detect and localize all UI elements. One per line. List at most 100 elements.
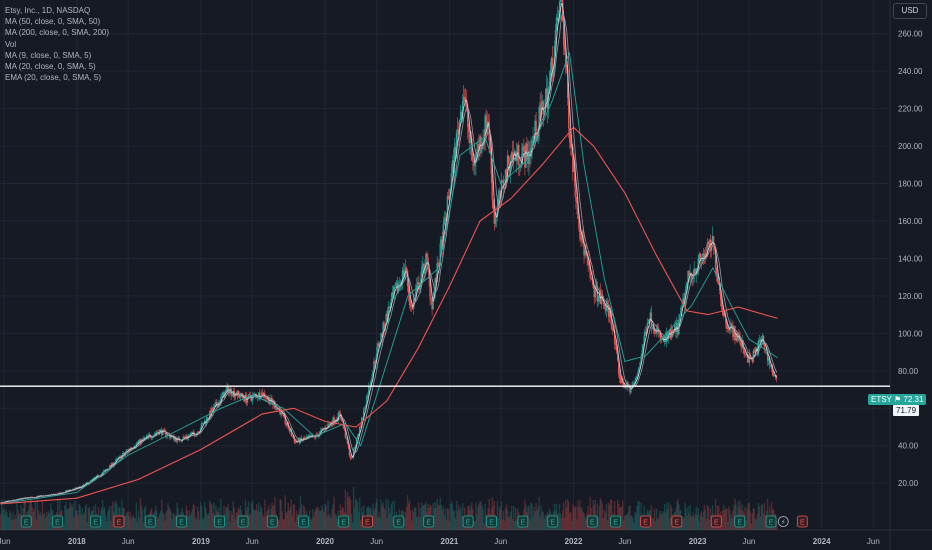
y-tick-label: 120.00 <box>898 292 923 301</box>
candle-body <box>499 190 502 197</box>
candle-body <box>567 69 569 98</box>
candle-body <box>541 101 543 105</box>
volume-bar <box>440 504 442 530</box>
earnings-event-icon[interactable]: E <box>462 515 474 528</box>
candle-body <box>597 296 600 302</box>
earnings-event-icon[interactable]: E <box>362 515 373 528</box>
volume-bar <box>569 513 571 530</box>
candle-body <box>720 290 722 301</box>
y-tick-label: 180.00 <box>898 180 923 189</box>
candle-body <box>654 332 657 334</box>
earnings-event-icon[interactable]: E <box>338 515 350 528</box>
volume-bar <box>534 511 536 530</box>
candle-body <box>452 160 455 173</box>
volume-bar <box>762 514 765 530</box>
candle-body <box>475 152 477 163</box>
earnings-event-icon[interactable]: E <box>266 515 278 528</box>
volume-bar <box>282 519 284 530</box>
candle-body <box>484 115 486 140</box>
candle-body <box>250 397 253 401</box>
candle-body <box>700 260 703 261</box>
earnings-event-icon[interactable]: E <box>671 515 683 528</box>
volume-bar <box>251 500 254 530</box>
earnings-event-icon[interactable]: E <box>547 515 559 528</box>
earnings-event-icon[interactable]: E <box>214 515 226 528</box>
indicator-vol[interactable]: Vol <box>5 39 17 49</box>
indicator-ma50[interactable]: MA (50, close, 0, SMA, 50) <box>5 17 101 27</box>
volume-bar <box>104 507 106 530</box>
earnings-event-icon[interactable]: E <box>765 515 777 528</box>
volume-bar <box>186 510 189 530</box>
earnings-event-icon[interactable]: E <box>710 515 722 528</box>
indicator-ema20[interactable]: EMA (20, close, 0, SMA, 5) <box>5 73 102 83</box>
earnings-event-icon[interactable]: E <box>423 515 435 528</box>
volume-bar <box>387 499 389 530</box>
volume-bar <box>722 509 724 530</box>
volume-bar <box>377 517 379 530</box>
volume-bar <box>404 511 407 530</box>
candle-body <box>378 343 380 347</box>
candle-body <box>487 121 489 122</box>
earnings-event-icon[interactable]: E <box>586 515 598 528</box>
volume-bar <box>589 496 591 530</box>
earnings-event-icon[interactable]: E <box>486 515 497 528</box>
earnings-event-icon[interactable]: E <box>298 515 309 528</box>
volume-bar <box>457 504 460 530</box>
candle-body <box>644 331 646 336</box>
earnings-event-icon[interactable]: E <box>734 515 746 528</box>
earnings-event-icon[interactable]: E <box>517 515 529 528</box>
candle-body <box>144 437 147 439</box>
candle-body <box>576 200 578 203</box>
candle-body <box>173 435 175 441</box>
volume-bar <box>86 522 89 530</box>
svg-text:E: E <box>737 520 742 527</box>
candle-body <box>95 475 98 478</box>
indicator-ma200[interactable]: MA (200, close, 0, SMA, 200) <box>5 28 110 38</box>
x-axis[interactable]: Jun 2018 Jun 2019 Jun 2020 Jun 2021 Jun 2022 Jun 20… <box>0 537 880 546</box>
volume-bar <box>279 498 281 530</box>
earnings-event-icon[interactable]: E <box>176 515 187 528</box>
candle-body <box>329 422 331 425</box>
candle-body <box>526 143 528 151</box>
earnings-event-icon[interactable]: E <box>393 515 405 528</box>
earnings-event-icon[interactable]: E <box>640 515 651 528</box>
volume-bar <box>315 509 317 530</box>
earnings-event-icon[interactable]: E <box>90 515 101 528</box>
volume-bar <box>691 515 693 530</box>
volume-bar <box>132 514 134 530</box>
earnings-event-icon[interactable]: E <box>610 515 622 528</box>
candle-body <box>231 395 233 397</box>
candle-body <box>453 146 456 173</box>
volume-bar <box>413 512 415 530</box>
volume-bar <box>728 506 730 530</box>
volume-bar <box>573 508 575 530</box>
volume-bar <box>662 511 665 530</box>
candle-body <box>753 350 756 353</box>
candle-body <box>217 405 219 407</box>
earnings-event-icon[interactable]: E <box>113 515 125 528</box>
earnings-event-icon[interactable]: E <box>144 515 156 528</box>
candle-body <box>265 397 267 399</box>
currency-button[interactable]: USD <box>893 3 927 19</box>
x-tick-label: Jun <box>618 537 631 546</box>
earnings-event-icon[interactable]: E <box>796 515 808 528</box>
volume-bar <box>445 519 448 530</box>
indicator-ma9[interactable]: MA (9, close, 0, SMA, 5) <box>5 50 92 60</box>
indicator-ma20[interactable]: MA (20, close, 0, SMA, 5) <box>5 62 96 72</box>
volume-bar <box>9 510 11 530</box>
lightning-icon[interactable]: ⚡ <box>777 516 789 527</box>
candle-body <box>410 306 413 308</box>
earnings-event-icon[interactable]: E <box>237 515 249 528</box>
earnings-events[interactable]: E E E E E E E E E E E E E E E E E E E E E E E E E E ⚡ <box>20 515 808 528</box>
earnings-event-icon[interactable]: E <box>20 515 32 528</box>
volume-bar <box>745 519 747 530</box>
volume-bar <box>600 500 603 530</box>
symbol-title[interactable]: Etsy, Inc., 1D, NASDAQ <box>5 6 91 15</box>
y-axis[interactable]: 20.0040.0060.0080.00100.00120.00140.0016… <box>898 30 923 488</box>
earnings-event-icon[interactable]: E <box>52 515 63 528</box>
volume-bar <box>203 501 206 530</box>
candle-body <box>558 2 561 19</box>
candle-body <box>407 285 410 295</box>
candle-body <box>588 264 590 266</box>
